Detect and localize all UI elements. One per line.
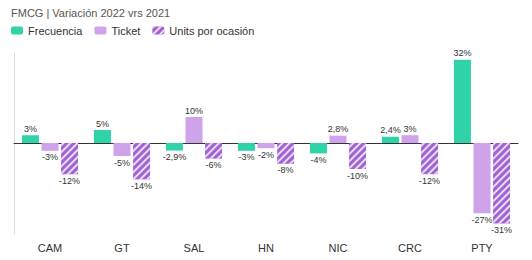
svg-text:-10%: -10% xyxy=(347,171,368,181)
svg-text:-3%: -3% xyxy=(42,152,58,162)
svg-text:-3%: -3% xyxy=(238,152,254,162)
svg-text:3%: 3% xyxy=(24,124,37,134)
svg-text:10%: 10% xyxy=(185,106,203,116)
svg-text:-12%: -12% xyxy=(59,176,80,186)
svg-text:GT: GT xyxy=(114,242,130,254)
svg-text:CAM: CAM xyxy=(38,242,62,254)
svg-text:-6%: -6% xyxy=(206,160,222,170)
svg-text:2,8%: 2,8% xyxy=(328,124,349,134)
svg-text:Frecuencia: Frecuencia xyxy=(28,25,83,37)
svg-text:Ticket: Ticket xyxy=(111,25,140,37)
svg-text:PTY: PTY xyxy=(471,242,493,254)
svg-text:CRC: CRC xyxy=(398,242,422,254)
svg-text:-27%: -27% xyxy=(471,215,492,225)
svg-text:-5%: -5% xyxy=(114,158,130,168)
svg-text:-8%: -8% xyxy=(278,165,294,175)
svg-text:5%: 5% xyxy=(96,119,109,129)
svg-text:NIC: NIC xyxy=(329,242,348,254)
svg-text:-12%: -12% xyxy=(419,176,440,186)
svg-text:HN: HN xyxy=(258,242,274,254)
svg-text:-2,9%: -2,9% xyxy=(163,152,187,162)
svg-text:SAL: SAL xyxy=(184,242,205,254)
svg-text:Units por ocasión: Units por ocasión xyxy=(169,25,254,37)
svg-text:-31%: -31% xyxy=(491,225,512,235)
svg-text:FMCG | Variación 2022 vrs 2021: FMCG | Variación 2022 vrs 2021 xyxy=(11,7,170,19)
svg-text:32%: 32% xyxy=(453,48,471,58)
svg-text:-2%: -2% xyxy=(258,150,274,160)
svg-text:-4%: -4% xyxy=(310,155,326,165)
svg-text:-14%: -14% xyxy=(131,181,152,191)
svg-text:3%: 3% xyxy=(403,124,416,134)
svg-text:2,4%: 2,4% xyxy=(380,125,401,135)
